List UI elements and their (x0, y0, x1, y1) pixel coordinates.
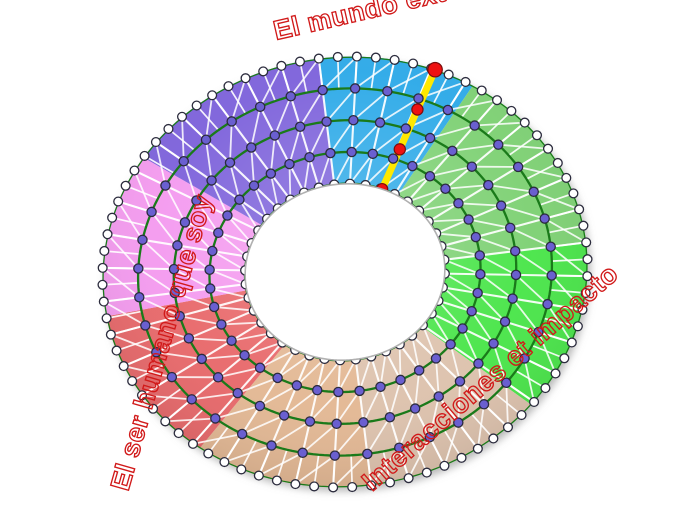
graph-nodes (97, 51, 593, 493)
spoke-edges (102, 56, 588, 488)
center-hole (244, 183, 446, 361)
label-outer-world: El mundo exterior (271, 0, 510, 46)
ring-shading (102, 56, 588, 488)
